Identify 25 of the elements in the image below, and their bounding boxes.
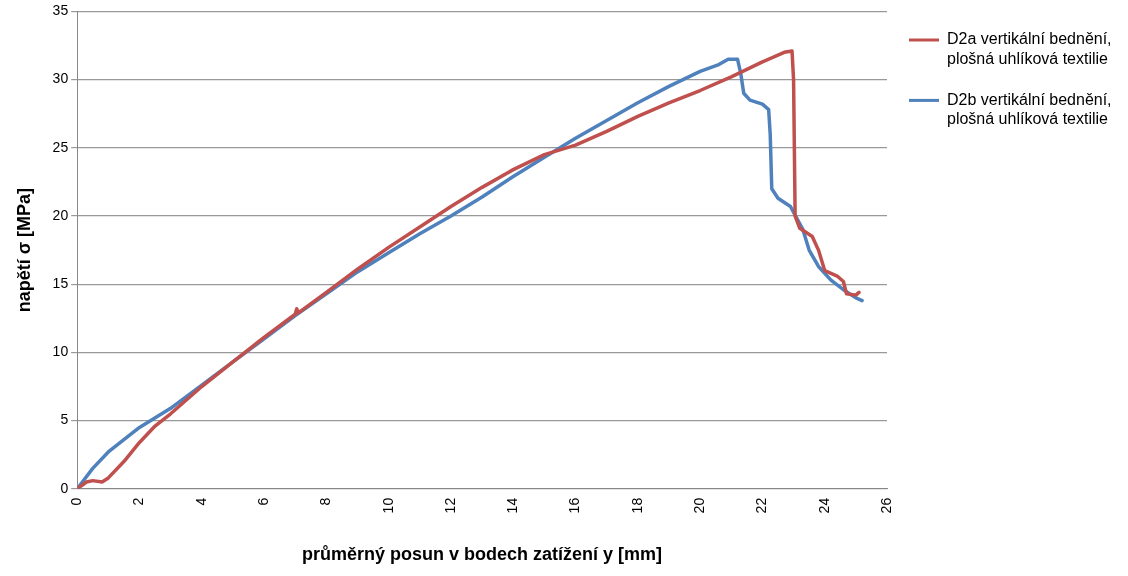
x-tick-label: 14 [504,497,521,514]
x-tick-label: 12 [441,497,458,514]
x-tick-label: 24 [815,497,832,514]
y-axis-title: napětí σ [MPa] [13,187,34,313]
y-tick-label: 10 [52,343,69,360]
x-tick-label: 8 [317,497,334,506]
x-tick-label: 10 [379,497,396,514]
x-tick-label: 0 [68,497,85,506]
x-tick-label: 16 [566,497,583,514]
y-tick-label: 15 [52,275,69,292]
y-tick-label: 30 [52,70,69,87]
y-tick-label: 5 [60,411,69,428]
y-tick-label: 20 [52,206,69,223]
x-tick-label: 2 [130,497,147,506]
y-tick-label: 25 [52,138,69,155]
x-axis-title: průměrný posun v bodech zatížení y [mm] [302,544,663,565]
x-tick-label: 20 [690,497,707,514]
x-tick-label: 22 [753,497,770,514]
x-tick-label: 4 [192,497,209,506]
x-tick-label: 26 [877,497,894,514]
x-tick-label: 6 [254,497,271,506]
x-tick-label: 18 [628,497,645,514]
legend-label: D2b vertikální bednění, plošná uhlíková textilie [947,90,1112,128]
y-tick-label: 35 [52,2,69,19]
legend-label: D2a vertikální bednění, plošná uhlíková textilie [947,30,1112,67]
